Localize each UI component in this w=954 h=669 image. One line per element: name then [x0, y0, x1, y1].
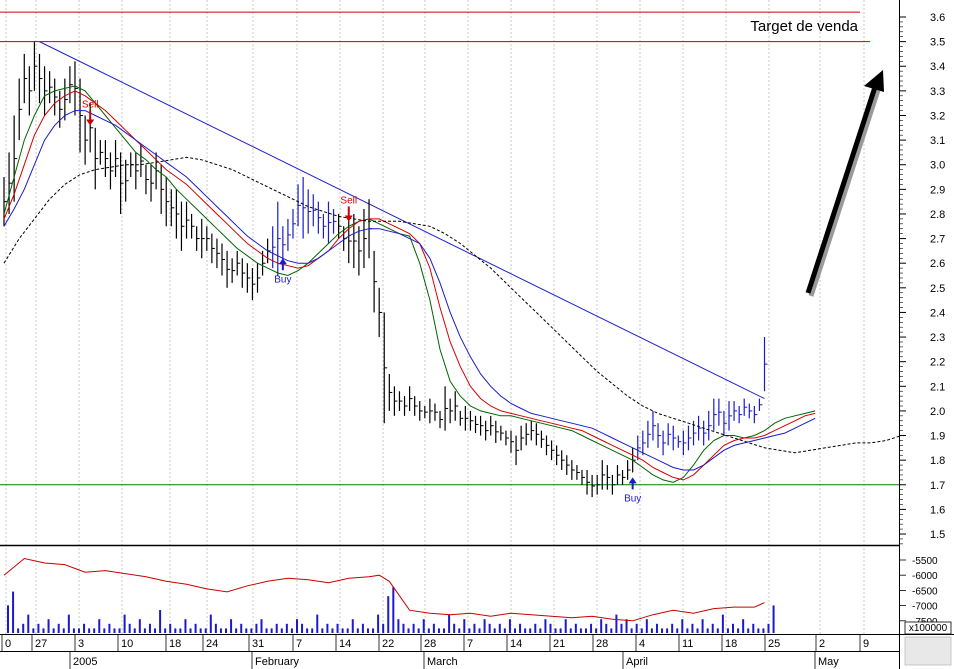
- y-tick-label: 1.5: [930, 529, 945, 541]
- price-panel: [0, 0, 899, 545]
- signals: Sell Buy Sell Buy: [82, 99, 641, 504]
- y-tick-label: 2.7: [930, 234, 945, 246]
- sell-arrow-icon: [86, 119, 95, 126]
- arrow-head-icon: [864, 70, 884, 92]
- x-tick-label: 31: [252, 638, 264, 650]
- y-tick-label: 2.2: [930, 357, 945, 369]
- vertical-grid: [5, 0, 865, 634]
- y-tick-label: 3.0: [930, 160, 945, 172]
- ohlc-bars: [3, 41, 768, 498]
- buy-arrow-icon: [278, 258, 287, 265]
- month-label: February: [255, 656, 300, 668]
- x-tick-label: 7: [467, 638, 473, 650]
- x-tick-label: 28: [424, 638, 436, 650]
- volume-indicator-line: [3, 557, 765, 622]
- unit-label: x100000: [909, 623, 948, 634]
- x-tick-label: 21: [553, 638, 565, 650]
- y-tick-label: 2.4: [930, 307, 945, 319]
- horizontal-lines: [0, 11, 899, 486]
- month-label: March: [427, 656, 458, 668]
- buy-arrow-icon: [628, 477, 637, 484]
- y-tick-label: 2.1: [930, 381, 945, 393]
- sell-arrow-icon: [344, 215, 353, 222]
- x-tick-label: 3: [78, 638, 84, 650]
- target-label: Target de venda: [750, 18, 858, 35]
- month-label: May: [818, 656, 839, 668]
- x-tick-label: 2: [819, 638, 825, 650]
- x-tick-label: 27: [35, 638, 47, 650]
- y-tick-label: 2.6: [930, 258, 945, 270]
- y-tick-label: 3.6: [930, 12, 945, 24]
- y-tick-label: 3.2: [930, 110, 945, 122]
- month-label: April: [626, 656, 648, 668]
- sell-signal-label: Sell: [82, 99, 99, 110]
- y-tick-label: 3.4: [930, 61, 945, 73]
- series-line-red: [3, 90, 816, 481]
- y-tick-label: 3.3: [930, 86, 945, 98]
- x-tick-label: 25: [768, 638, 780, 650]
- volume-tick-label: -5500: [912, 556, 938, 567]
- volume-tick-label: -7000: [912, 602, 938, 613]
- x-tick-label: 14: [339, 638, 351, 650]
- y-tick-label: 1.7: [930, 480, 945, 492]
- x-tick-label: 0: [5, 638, 11, 650]
- volume-bars: [7, 587, 775, 633]
- y-tick-label: 2.5: [930, 283, 945, 295]
- date-axis: 0 27 3 10 18 24 31 7 14 22 28 7 14 21 28 4 11 18 25 2 9 2005 F…: [1, 634, 869, 669]
- x-tick-label: 28: [596, 638, 608, 650]
- y-tick-label: 1.9: [930, 431, 945, 443]
- y-tick-label: 2.0: [930, 406, 945, 418]
- moving-averages: [3, 85, 902, 483]
- sell-signal-label: Sell: [340, 195, 357, 206]
- x-tick-label: 4: [639, 638, 645, 650]
- y-tick-label: 1.8: [930, 455, 945, 467]
- target-arrow: [805, 70, 884, 297]
- unit-box: [904, 621, 952, 635]
- volume-tick-label: -6500: [912, 586, 938, 597]
- x-tick-label: 18: [725, 638, 737, 650]
- x-tick-label: 10: [121, 638, 133, 650]
- y-tick-label: 3.5: [930, 37, 945, 49]
- x-tick-label: 18: [169, 638, 181, 650]
- buy-signal-label: Buy: [624, 493, 641, 504]
- y-tick-label: 3.1: [930, 135, 945, 147]
- month-label: 2005: [73, 656, 97, 668]
- y-tick-label: 2.9: [930, 184, 945, 196]
- x-tick-label: 11: [682, 638, 693, 650]
- series-line-black-dashed: [3, 156, 902, 454]
- x-tick-label: 22: [382, 638, 394, 650]
- buy-signal-label: Buy: [274, 274, 291, 285]
- series-line-blue: [3, 110, 816, 471]
- volume-tick-label: -6000: [912, 571, 938, 582]
- x-tick-label: 7: [296, 638, 302, 650]
- y-tick-label: 2.3: [930, 332, 945, 344]
- y-tick-label: 2.8: [930, 209, 945, 221]
- x-tick-label: 24: [206, 638, 218, 650]
- x-tick-label: 14: [510, 638, 522, 650]
- x-tick-label: 9: [863, 638, 869, 650]
- corner-box: [904, 636, 952, 666]
- trend-line: [39, 41, 765, 400]
- y-tick-label: 1.6: [930, 504, 945, 516]
- price-axis: 1.5 1.6 1.7 1.8 1.9 2.0 2.1 2.2 2.3 2.4 2.5 2.6 2.7 2…: [900, 12, 945, 545]
